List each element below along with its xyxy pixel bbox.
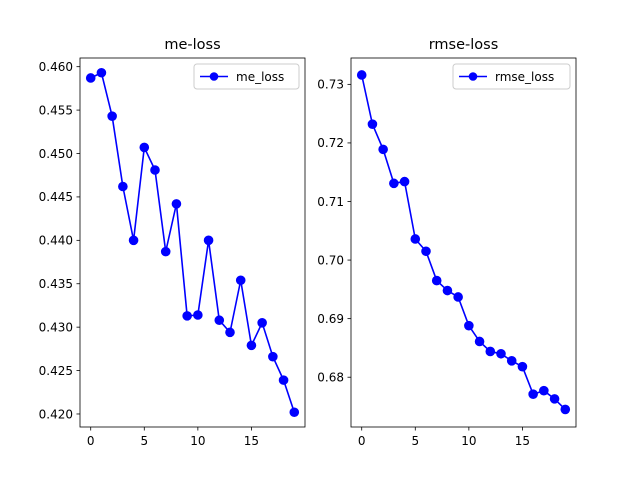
chart-1-ytick-label: 0.430 xyxy=(39,320,73,334)
chart-1-legend-marker xyxy=(209,72,219,81)
chart-1-ytick-label: 0.455 xyxy=(39,103,73,117)
chart-2-xtick-label: 15 xyxy=(515,434,530,448)
chart-2-data-point xyxy=(399,176,410,187)
chart-2-data-point xyxy=(356,70,367,80)
chart-1-data-point xyxy=(118,181,128,192)
chart-2-data-point xyxy=(389,178,399,189)
chart-1-data-point xyxy=(203,235,214,246)
chart-1-legend-label: me_loss xyxy=(236,70,284,84)
chart-2-data-point xyxy=(560,404,571,415)
chart-2-data-point xyxy=(410,234,421,244)
chart-1-data-point xyxy=(139,142,150,153)
chart-2-data-point xyxy=(421,246,431,257)
chart-1-data-point xyxy=(85,73,96,83)
chart-2-title: rmse-loss xyxy=(429,37,499,53)
chart-2-ytick-label: 0.69 xyxy=(317,312,344,326)
chart-2-data-point xyxy=(474,336,485,347)
chart-2-data-point xyxy=(367,119,378,129)
chart-2-xtick-label: 10 xyxy=(461,434,476,448)
chart-2-data-point xyxy=(485,346,496,357)
chart-2: rmse-loss 0 5 10 15 0.68 0.69 0.70 0.71 0.72 0.73 r… xyxy=(317,37,577,448)
chart-1-data-point xyxy=(225,327,235,338)
chart-1-xtick-label: 5 xyxy=(140,434,148,448)
chart-2-ytick-label: 0.68 xyxy=(317,371,344,385)
chart-1-title: me-loss xyxy=(164,37,220,53)
chart-1-data-point xyxy=(107,111,117,121)
chart-2-data-point xyxy=(453,292,463,302)
chart-1-data-point xyxy=(96,67,107,78)
chart-2-legend-marker xyxy=(468,72,478,81)
chart-1-legend-box xyxy=(193,63,300,90)
chart-1-data-point xyxy=(193,310,203,320)
chart-2-ytick-label: 0.72 xyxy=(317,136,344,150)
chart-2-xtick-label: 0 xyxy=(358,434,366,448)
chart-2-ytick-label: 0.73 xyxy=(317,78,344,92)
chart-1-ytick-label: 0.460 xyxy=(39,60,73,74)
chart-2-data-point xyxy=(517,361,528,372)
chart-1-data-point xyxy=(214,315,225,326)
chart-2-data-point xyxy=(539,385,549,396)
chart-2-data-point xyxy=(378,144,388,155)
chart-1-data-point xyxy=(150,165,160,175)
chart-2-xtick-label: 5 xyxy=(411,434,419,448)
chart-1-data-point xyxy=(160,246,171,257)
chart-2-axes-frame xyxy=(350,57,577,428)
chart-1-data-point xyxy=(182,311,192,321)
chart-2-data-point xyxy=(442,285,453,296)
chart-1-data-point xyxy=(268,351,278,362)
chart-1-xtick-label: 0 xyxy=(87,434,95,448)
chart-2-legend: rmse_loss xyxy=(452,63,571,90)
chart-1-ytick-label: 0.420 xyxy=(39,407,73,421)
chart-1-data-point xyxy=(257,318,267,328)
chart-1-data-point xyxy=(128,235,139,246)
chart-2-ytick-label: 0.71 xyxy=(317,195,344,209)
chart-1-ytick-label: 0.425 xyxy=(39,364,73,378)
chart-2-data-point xyxy=(464,320,474,331)
chart-2-data-point xyxy=(496,348,506,359)
chart-1-ytick-label: 0.440 xyxy=(39,234,73,248)
chart-2-legend-label: rmse_loss xyxy=(495,70,554,84)
chart-1-xtick-label: 15 xyxy=(244,434,259,448)
chart-2-ytick-label: 0.70 xyxy=(317,253,344,267)
chart-1-data-point xyxy=(171,199,182,209)
chart-2-data-point xyxy=(431,275,442,286)
chart-1-data-point xyxy=(235,275,246,286)
chart-2-data-point xyxy=(528,389,538,400)
chart-2-legend-box xyxy=(452,63,571,90)
chart-1-data-point xyxy=(246,340,257,351)
chart-1-data-point xyxy=(278,375,289,385)
chart-1-ytick-label: 0.435 xyxy=(39,277,73,291)
chart-2-data-point xyxy=(506,356,517,366)
chart-1-axes-frame xyxy=(79,57,306,428)
chart-1-legend: me_loss xyxy=(193,63,300,90)
chart-1-ytick-label: 0.445 xyxy=(39,190,73,204)
chart-1: me-loss 0 5 10 15 0.420 0.425 0.430 0.435 0.440 0.… xyxy=(39,37,306,448)
chart-1-data-point xyxy=(289,407,300,418)
chart-1-xtick-label: 10 xyxy=(190,434,205,448)
chart-1-ytick-label: 0.450 xyxy=(39,147,73,161)
chart-2-data-point xyxy=(549,394,560,404)
